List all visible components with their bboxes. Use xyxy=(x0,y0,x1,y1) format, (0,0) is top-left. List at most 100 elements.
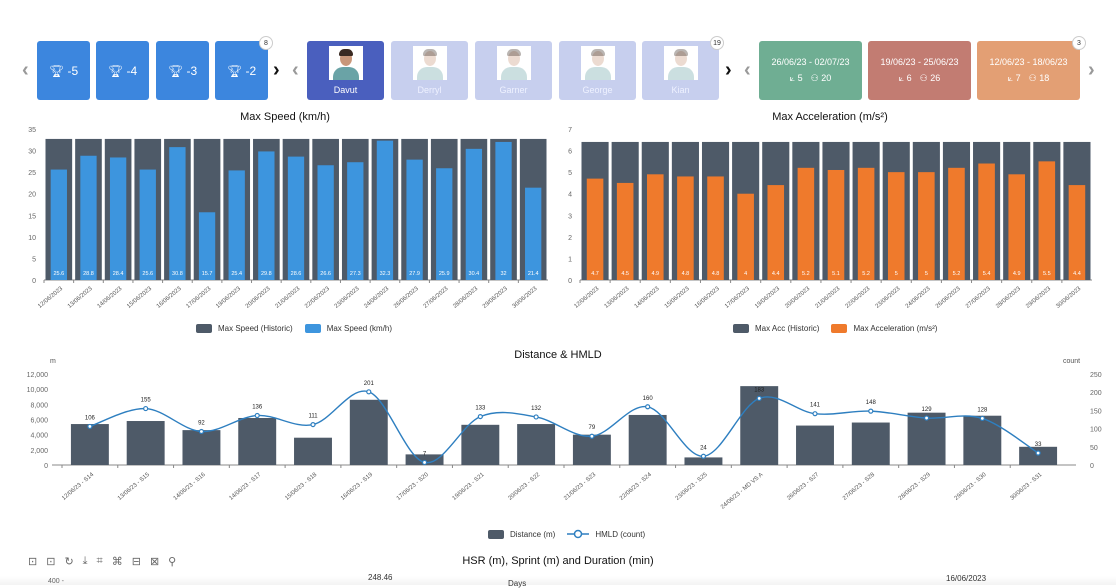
hmld-point xyxy=(310,421,316,428)
avatar xyxy=(663,46,698,80)
player-prev-chevron-left-icon[interactable]: ‹ xyxy=(292,59,299,81)
value-bar xyxy=(887,172,905,280)
y-tick-label-right: 200 xyxy=(1090,390,1102,397)
trophy-next-chevron-right-icon[interactable]: › xyxy=(273,59,280,81)
x-tick-label: 26/06/2023 xyxy=(935,286,962,310)
x-tick-label: 14/06/23 - S17 xyxy=(228,472,263,502)
data-label: 25.9 xyxy=(439,271,450,277)
player-tile-kian[interactable]: Kian xyxy=(642,41,719,100)
week-tile[interactable]: 12/06/23 - 18/06/23 ⟀ 7 ⚇ 18 xyxy=(977,41,1080,100)
x-tick-label: 13/06/23 - S15 xyxy=(117,472,152,502)
peak-value-label: 248.46 xyxy=(368,573,393,582)
download-icon[interactable]: ⤓ xyxy=(82,555,88,567)
value-bar xyxy=(1038,161,1056,280)
trophy-prev-chevron-left-icon[interactable]: ‹ xyxy=(22,59,29,81)
x-axis-label: Days xyxy=(508,579,527,588)
distance-bar xyxy=(628,414,667,465)
player-tile-derryl[interactable]: Derryl xyxy=(391,41,468,100)
week-prev-chevron-left-icon[interactable]: ‹ xyxy=(744,59,751,81)
clear-selection-icon[interactable]: ⊠ xyxy=(149,556,160,568)
data-label: 28.4 xyxy=(113,271,124,277)
week-tile[interactable]: 19/06/23 - 25/06/23 ⟀ 6 ⚇ 26 xyxy=(868,41,971,100)
value-bar xyxy=(139,169,156,280)
legend-swatch[interactable] xyxy=(196,324,212,333)
hmld-data-label: 7 xyxy=(423,451,427,457)
trophy-tile[interactable]: 🏆︎ -4 xyxy=(96,41,149,100)
distance-bar xyxy=(238,417,277,465)
x-tick-label: 30/06/2023 xyxy=(512,286,539,310)
week-next-chevron-right-icon[interactable]: › xyxy=(1088,59,1095,81)
data-view-icon[interactable]: ⊟ xyxy=(131,556,141,568)
x-tick-label: 23/06/2023 xyxy=(875,286,902,310)
hmld-point xyxy=(254,412,260,419)
week-tile[interactable]: 26/06/23 - 02/07/23 ⟀ 5 ⚇ 20 xyxy=(759,41,862,100)
legend-swatch[interactable] xyxy=(733,324,749,333)
hmld-data-label: 33 xyxy=(1035,442,1042,448)
value-bar xyxy=(347,162,364,280)
data-label: 5 xyxy=(895,271,898,277)
brush-icon[interactable]: ⚲ xyxy=(168,556,177,568)
value-bar xyxy=(80,155,97,280)
zoom-reset-icon[interactable]: ⊡ xyxy=(46,556,56,568)
data-label: 4 xyxy=(744,271,747,277)
max-acceleration-chart: 0 1 2 3 4 5 6 7 4.7 12/06/2023 4.5 13/06/2023 4.9 14/… xyxy=(568,127,1092,310)
data-label: 25.6 xyxy=(53,271,64,277)
avatar xyxy=(580,46,615,80)
legend-swatch[interactable] xyxy=(304,324,321,333)
zoom-area-icon[interactable]: ⊡ xyxy=(28,556,38,568)
hmld-point xyxy=(812,411,818,417)
x-tick-label: 22/06/23 - S24 xyxy=(619,472,654,502)
value-bar xyxy=(586,178,604,280)
people-icon: ⚇ 20 xyxy=(810,73,832,83)
y-tick-label: 25 xyxy=(28,170,36,177)
value-bar xyxy=(978,163,995,280)
player-tile-garner[interactable]: Garner xyxy=(475,41,552,100)
distance-bar xyxy=(963,415,1002,465)
legend-swatch[interactable] xyxy=(831,324,848,333)
x-tick-label: 13/06/2023 xyxy=(67,286,94,310)
value-bar xyxy=(827,169,845,280)
distance-hmld-chart: m count 0 2,000 4,000 6,000 8,000 10,000 12,000 0… xyxy=(27,358,1102,511)
value-bar xyxy=(198,212,216,280)
data-label: 4.8 xyxy=(712,271,720,277)
trophy-tile[interactable]: 🏆︎ -3 xyxy=(156,41,209,100)
select-lasso-icon[interactable]: ⌘ xyxy=(111,556,123,568)
restore-icon[interactable]: ↻ xyxy=(64,556,74,568)
avatar xyxy=(496,46,531,80)
legend-swatch[interactable] xyxy=(488,529,504,539)
hmld-data-label: 111 xyxy=(308,414,318,420)
hmld-point xyxy=(87,423,93,430)
data-label: 21.4 xyxy=(528,271,539,277)
hmld-point xyxy=(589,433,595,439)
x-tick-label: 24/06/2023 xyxy=(363,286,390,310)
x-tick-label: 20/06/2023 xyxy=(784,286,811,310)
player-count-badge: 19 xyxy=(710,36,724,50)
x-tick-label: 14/06/23 - S16 xyxy=(173,472,208,502)
trophy-tile[interactable]: 🏆︎ -2 xyxy=(215,41,268,100)
data-label: 28.8 xyxy=(83,271,94,277)
hmld-point xyxy=(533,414,539,420)
data-label: 4.4 xyxy=(772,271,780,277)
x-tick-label: 17/06/2023 xyxy=(724,286,751,310)
distance-bar xyxy=(572,434,611,465)
x-tick-label: 28/06/23 - S29 xyxy=(898,472,933,502)
y-tick-label-right: 50 xyxy=(1090,445,1098,452)
select-rect-icon[interactable]: ⌗ xyxy=(96,555,103,567)
x-tick-label: 19/06/2023 xyxy=(215,286,242,310)
value-bar xyxy=(677,176,694,280)
y-tick-label: 4 xyxy=(568,192,572,199)
x-tick-label: 27/06/23 - S28 xyxy=(842,472,877,502)
player-tile-george[interactable]: George xyxy=(559,41,636,100)
value-bar xyxy=(228,170,245,280)
value-bar xyxy=(495,141,512,280)
y-tick-label-left: 4,000 xyxy=(30,433,48,440)
week-count-badge: 3 xyxy=(1072,36,1086,50)
hmld-legend-line-icon[interactable] xyxy=(567,529,590,539)
x-tick-label: 29/06/2023 xyxy=(482,286,509,310)
trophy-tile[interactable]: 🏆︎ -5 xyxy=(37,41,90,100)
x-tick-label: 17/06/23 - S20 xyxy=(396,472,431,502)
player-next-chevron-right-icon[interactable]: › xyxy=(725,59,732,81)
player-tile-davut[interactable]: Davut xyxy=(307,41,384,100)
trophy-icon: 🏆︎ xyxy=(167,63,187,78)
x-tick-label: 22/06/2023 xyxy=(304,286,331,310)
